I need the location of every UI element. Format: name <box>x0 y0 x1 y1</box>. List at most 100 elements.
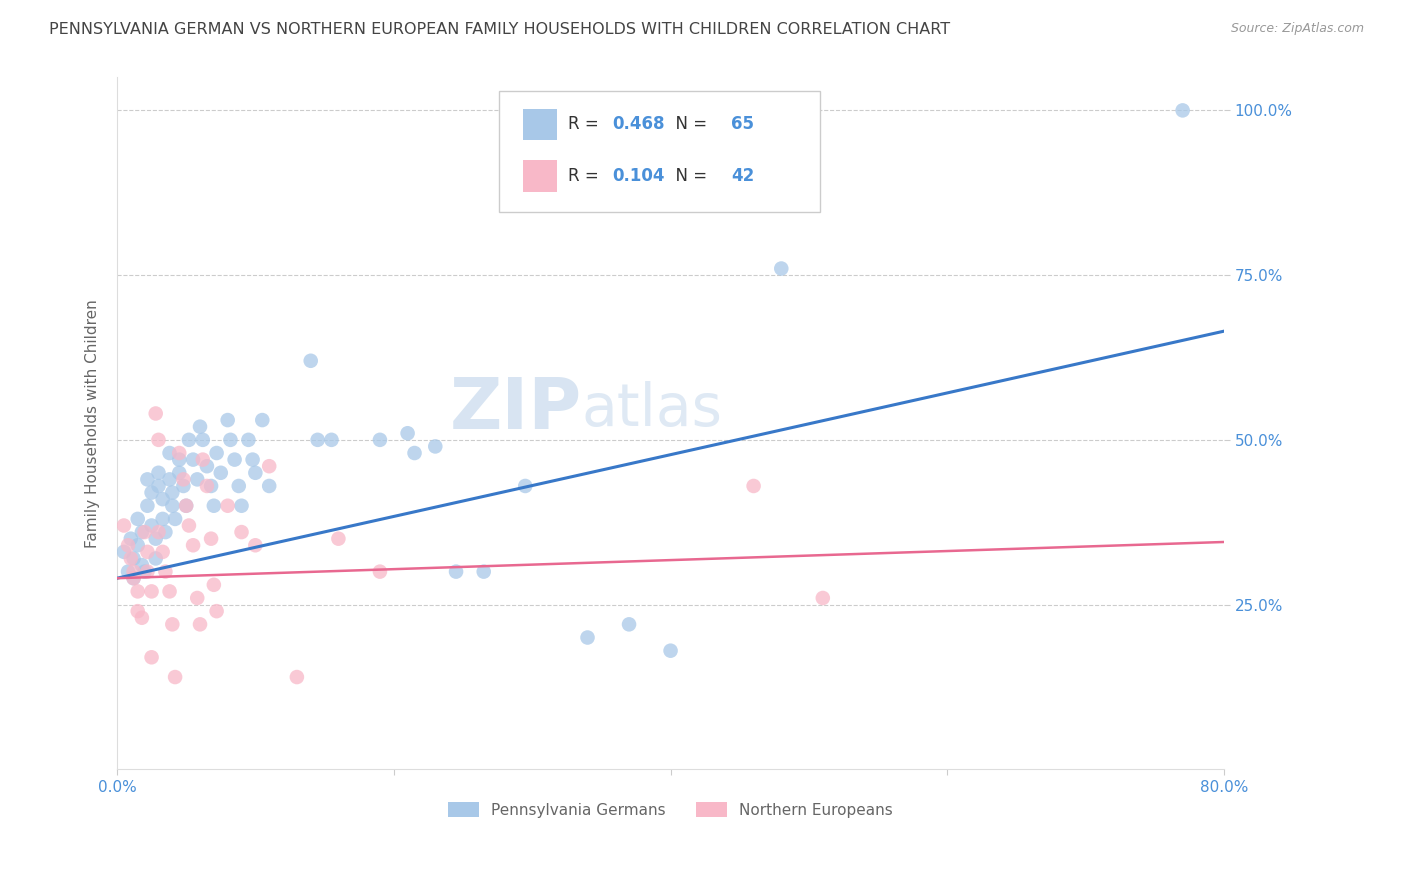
Point <box>136 565 159 579</box>
Point <box>159 446 181 460</box>
Point <box>167 446 190 460</box>
Point <box>127 538 149 552</box>
Point <box>162 499 184 513</box>
Point <box>174 499 197 513</box>
Point <box>228 479 250 493</box>
Point <box>368 433 391 447</box>
Point <box>136 499 159 513</box>
Point <box>177 433 200 447</box>
Text: atlas: atlas <box>582 381 723 438</box>
Point <box>200 479 222 493</box>
Text: 65: 65 <box>731 115 755 133</box>
Point <box>148 479 170 493</box>
Text: 0.468: 0.468 <box>612 115 665 133</box>
Bar <box>523 109 557 140</box>
Point <box>152 545 174 559</box>
Point <box>122 565 145 579</box>
Point <box>770 261 793 276</box>
Point <box>396 426 419 441</box>
Point <box>285 670 308 684</box>
Point <box>811 591 834 605</box>
Point <box>120 551 142 566</box>
Text: 42: 42 <box>731 167 755 185</box>
FancyBboxPatch shape <box>499 91 820 212</box>
Point <box>174 499 197 513</box>
Bar <box>523 161 557 192</box>
Point <box>117 538 139 552</box>
Point <box>191 452 214 467</box>
Point <box>444 565 467 579</box>
Point <box>122 571 145 585</box>
Point <box>155 525 177 540</box>
Point <box>186 472 208 486</box>
Point <box>148 525 170 540</box>
Point <box>299 353 322 368</box>
Point <box>127 584 149 599</box>
Point <box>181 452 204 467</box>
Point <box>202 578 225 592</box>
Text: R =: R = <box>568 167 603 185</box>
Point <box>117 565 139 579</box>
Text: R =: R = <box>568 115 603 133</box>
Point <box>321 433 343 447</box>
Point <box>152 512 174 526</box>
Point <box>209 466 232 480</box>
Point <box>188 617 211 632</box>
Point <box>145 532 167 546</box>
Point <box>425 439 447 453</box>
Point <box>617 617 640 632</box>
Point <box>205 446 228 460</box>
Point <box>122 571 145 585</box>
Legend: Pennsylvania Germans, Northern Europeans: Pennsylvania Germans, Northern Europeans <box>443 796 898 824</box>
Point <box>112 545 135 559</box>
Point <box>165 512 187 526</box>
Point <box>742 479 765 493</box>
Point <box>472 565 495 579</box>
Point <box>195 459 218 474</box>
Point <box>136 545 159 559</box>
Point <box>141 485 163 500</box>
Point <box>145 407 167 421</box>
Point <box>141 650 163 665</box>
Text: N =: N = <box>665 167 713 185</box>
Point <box>172 472 194 486</box>
Point <box>576 631 599 645</box>
Point <box>162 485 184 500</box>
Point <box>145 551 167 566</box>
Point <box>148 466 170 480</box>
Point <box>134 565 156 579</box>
Point <box>245 538 267 552</box>
Point <box>328 532 350 546</box>
Text: ZIP: ZIP <box>450 375 582 444</box>
Point <box>155 565 177 579</box>
Point <box>134 525 156 540</box>
Point <box>181 538 204 552</box>
Point <box>217 499 239 513</box>
Point <box>202 499 225 513</box>
Point <box>131 558 153 572</box>
Point <box>167 466 190 480</box>
Point <box>217 413 239 427</box>
Point <box>1171 103 1194 118</box>
Point <box>141 584 163 599</box>
Point <box>120 532 142 546</box>
Point <box>131 611 153 625</box>
Point <box>191 433 214 447</box>
Point <box>515 479 537 493</box>
Point <box>186 591 208 605</box>
Point <box>112 518 135 533</box>
Point <box>162 617 184 632</box>
Point <box>159 472 181 486</box>
Point <box>167 452 190 467</box>
Point <box>122 551 145 566</box>
Point <box>148 433 170 447</box>
Point <box>231 525 253 540</box>
Point <box>188 419 211 434</box>
Point <box>242 452 264 467</box>
Point <box>159 584 181 599</box>
Point <box>177 518 200 533</box>
Point <box>172 479 194 493</box>
Point <box>224 452 246 467</box>
Point <box>404 446 426 460</box>
Point <box>231 499 253 513</box>
